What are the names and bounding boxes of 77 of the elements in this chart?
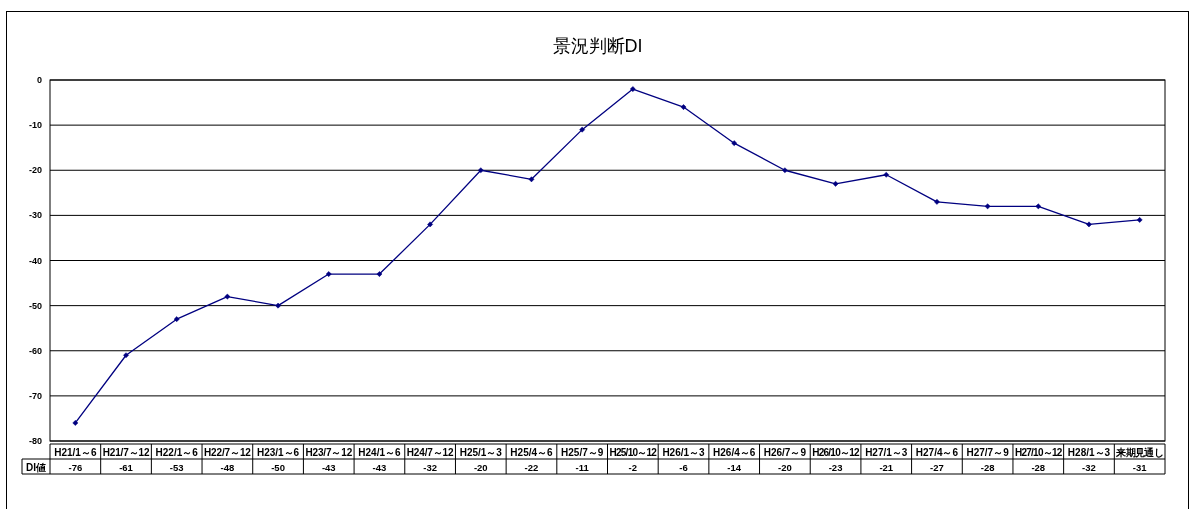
chart-title: 景況判断DI [552, 36, 643, 56]
data-label: -76 [68, 461, 83, 473]
data-label: -2 [628, 461, 638, 473]
point [984, 203, 991, 210]
data-label: -14 [727, 461, 742, 473]
x-tick-label: H24/7～12 [406, 446, 455, 458]
x-tick-label: H25/4～6 [510, 446, 554, 458]
y-tick-label: -60 [28, 345, 42, 356]
data-label: -22 [524, 461, 539, 473]
y-tick-label: -50 [28, 300, 42, 311]
data-label: -53 [169, 461, 184, 473]
x-tick-label: H24/1～6 [358, 446, 401, 458]
x-tick-label: H22/7～12 [204, 446, 252, 458]
y-tick-label: -10 [28, 120, 42, 131]
x-tick-label: H25/1～3 [459, 446, 503, 458]
point [1035, 203, 1042, 210]
point [1136, 217, 1143, 223]
y-tick-label: -70 [28, 390, 42, 401]
y-tick-label: -80 [28, 436, 42, 446]
x-tick-label: H21/7～12 [102, 446, 150, 458]
data-label: -23 [828, 461, 843, 473]
x-tick-label: H26/1～3 [662, 446, 706, 458]
point [528, 176, 535, 183]
x-tick-label: H26/4～6 [713, 446, 756, 458]
x-tick-label: H26/10～12 [812, 446, 861, 458]
point [477, 167, 484, 174]
data-label: -48 [220, 461, 235, 473]
x-tick-label: 来期見通し [1115, 446, 1164, 458]
y-tick-label: -30 [28, 210, 42, 221]
point [579, 126, 586, 133]
point [934, 198, 940, 205]
point [680, 104, 687, 110]
data-label: -28 [1031, 461, 1046, 473]
x-tick-label: H27/4～6 [915, 446, 959, 458]
point [123, 352, 129, 359]
x-tick-label: H26/7～9 [763, 446, 807, 458]
x-tick-label: H21/1～6 [54, 446, 97, 458]
x-tick-label: H27/7～9 [966, 446, 1010, 458]
x-tick-label: H27/10～12 [1014, 446, 1063, 458]
x-tick-label: H28/1～3 [1067, 446, 1111, 458]
x-tick-label: H25/10～12 [609, 446, 658, 458]
point [325, 271, 332, 277]
text: DI値 [26, 461, 46, 473]
data-label: -43 [321, 461, 336, 473]
point [629, 86, 636, 92]
point [275, 302, 281, 309]
point [832, 180, 839, 187]
y-tick-label: -40 [28, 255, 42, 266]
data-label: -6 [679, 461, 688, 473]
data-label: -21 [879, 461, 894, 473]
data-label: -20 [473, 461, 488, 473]
data-label: -32 [1082, 461, 1096, 473]
y-tick-label: 0 [36, 75, 42, 85]
x-tick-label: H27/1～3 [865, 446, 908, 458]
point [427, 221, 433, 228]
point [224, 293, 231, 300]
point [376, 271, 383, 277]
data-label: -27 [930, 461, 944, 473]
data-label: -43 [372, 461, 387, 473]
x-tick-label: H22/1～6 [155, 446, 199, 458]
point [883, 171, 890, 178]
x-tick-label: H23/1～6 [256, 446, 300, 458]
data-label: -32 [423, 461, 437, 473]
y-tick-label: -20 [28, 165, 42, 176]
data-label: -50 [271, 461, 285, 473]
x-tick-label: H25/7～9 [561, 446, 604, 458]
data-label: -28 [980, 461, 995, 473]
data-label: -20 [778, 461, 792, 473]
point [782, 167, 788, 174]
point [173, 316, 180, 323]
x-tick-label: H23/7～12 [305, 446, 353, 458]
point [1086, 221, 1092, 228]
data-label: -11 [575, 461, 590, 473]
data-label: -61 [119, 461, 134, 473]
point [731, 140, 738, 147]
data-label: -31 [1132, 461, 1148, 473]
point [72, 420, 79, 426]
